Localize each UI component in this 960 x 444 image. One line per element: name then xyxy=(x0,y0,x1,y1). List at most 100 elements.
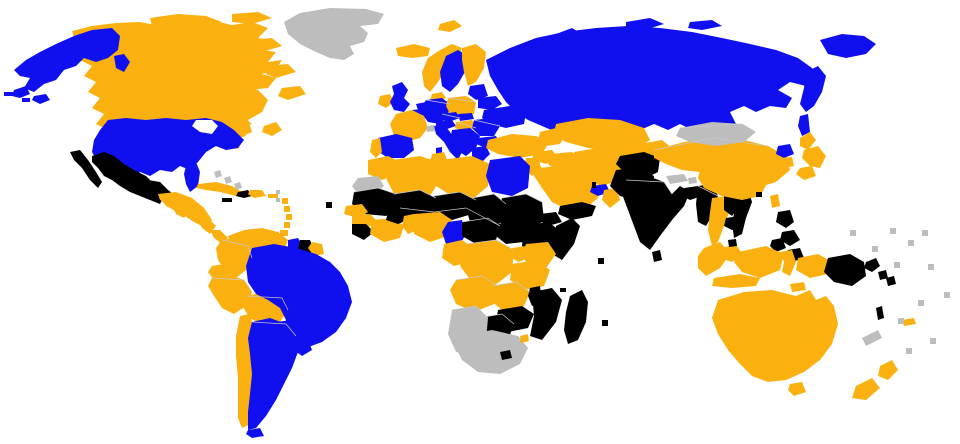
country-greenland xyxy=(284,8,384,60)
region-tasmania xyxy=(788,382,806,396)
country-dr-congo xyxy=(460,240,514,286)
country-belarus xyxy=(478,96,502,110)
country-turkey xyxy=(486,134,548,158)
region-newfoundland xyxy=(262,122,282,136)
region-lesser-antilles xyxy=(280,198,292,236)
region-ivory-coast-ghana xyxy=(370,218,404,242)
country-indonesia-borneo xyxy=(734,246,784,278)
country-eswatini xyxy=(520,334,529,343)
country-vietnam xyxy=(732,188,752,238)
country-lesotho xyxy=(500,350,512,360)
country-sweden xyxy=(440,50,468,92)
country-mongolia xyxy=(676,122,756,146)
country-brazil xyxy=(246,244,352,348)
region-north-america xyxy=(4,12,306,244)
country-north-korea xyxy=(776,144,794,158)
border-africa-south xyxy=(451,275,531,325)
country-argentina xyxy=(248,318,298,430)
country-china-south xyxy=(698,166,768,200)
country-puerto-rico xyxy=(268,194,278,198)
region-novaya-zemlya xyxy=(556,28,582,42)
country-indonesia-sulawesi xyxy=(780,250,796,276)
country-sri-lanka xyxy=(652,250,662,262)
country-nigeria xyxy=(414,212,452,242)
country-uruguay xyxy=(294,340,312,356)
border-south-america xyxy=(211,239,297,337)
border-asia xyxy=(625,123,769,197)
region-cape-verde xyxy=(326,202,332,208)
region-aleutian-islands xyxy=(4,92,30,102)
region-oceania xyxy=(712,228,950,400)
country-myanmar xyxy=(696,184,718,226)
country-vanuatu xyxy=(876,306,884,320)
country-oman xyxy=(602,188,620,208)
region-seychelles xyxy=(598,258,604,264)
country-new-zealand xyxy=(852,360,898,400)
map-borders xyxy=(211,97,769,337)
country-qatar xyxy=(592,182,596,188)
country-senegal xyxy=(344,204,368,218)
region-hong-kong xyxy=(756,192,762,197)
region-asia xyxy=(622,122,832,292)
border-africa-central xyxy=(399,207,515,251)
country-czechia xyxy=(442,112,460,122)
country-mozambique xyxy=(530,288,562,340)
country-spain xyxy=(376,134,414,158)
region-baja-california xyxy=(70,150,102,188)
country-bhutan xyxy=(688,177,697,184)
country-italy xyxy=(434,124,462,160)
region-comoros xyxy=(560,288,566,292)
country-jamaica xyxy=(222,198,232,202)
country-yemen xyxy=(558,202,596,220)
country-south-sudan xyxy=(496,220,530,244)
country-france xyxy=(390,110,428,142)
border-europe xyxy=(425,97,501,129)
region-eritrea-djibouti xyxy=(538,212,562,226)
country-fiji xyxy=(902,318,916,326)
country-libya xyxy=(436,156,490,198)
border-africa-sahel xyxy=(353,187,543,205)
country-dominican-republic xyxy=(248,190,266,198)
country-angola xyxy=(450,276,498,312)
region-africa xyxy=(326,152,608,374)
region-florida xyxy=(184,162,200,192)
country-madagascar xyxy=(564,290,588,344)
region-guatemala-honduras xyxy=(158,192,212,228)
region-leeward-islands xyxy=(276,190,280,202)
country-taiwan xyxy=(770,194,780,208)
country-portugal xyxy=(370,138,382,158)
country-nepal xyxy=(666,174,688,184)
region-alaska xyxy=(12,28,120,104)
country-saudi-arabia xyxy=(534,166,598,210)
country-canada-arctic-islands xyxy=(150,12,306,100)
region-timor xyxy=(790,282,806,292)
country-mexico xyxy=(92,152,176,204)
country-south-africa xyxy=(456,330,528,374)
feature-great-lakes xyxy=(192,120,218,134)
country-finland xyxy=(462,44,486,86)
region-alaska-panhandle xyxy=(114,54,130,72)
country-ukraine xyxy=(482,106,526,128)
country-tanzania xyxy=(510,260,550,290)
region-mauritius xyxy=(602,320,608,326)
country-papua-new-guinea xyxy=(824,254,866,286)
country-iceland xyxy=(396,44,430,58)
region-tierra-del-fuego xyxy=(246,428,264,438)
region-sierra-leone-liberia xyxy=(352,224,374,240)
country-philippines xyxy=(770,210,804,262)
region-south-america xyxy=(208,228,352,438)
country-zambia xyxy=(490,282,530,310)
region-kamchatka xyxy=(800,66,826,112)
country-brunei xyxy=(728,239,737,247)
country-niger xyxy=(432,192,476,220)
country-peru xyxy=(208,274,252,314)
region-chukotka xyxy=(820,34,876,58)
region-new-caledonia xyxy=(862,330,882,346)
country-somalia xyxy=(552,218,580,260)
region-europe xyxy=(370,20,526,167)
country-japan xyxy=(796,132,826,180)
country-central-african-republic xyxy=(462,218,500,244)
country-haiti xyxy=(236,190,252,198)
